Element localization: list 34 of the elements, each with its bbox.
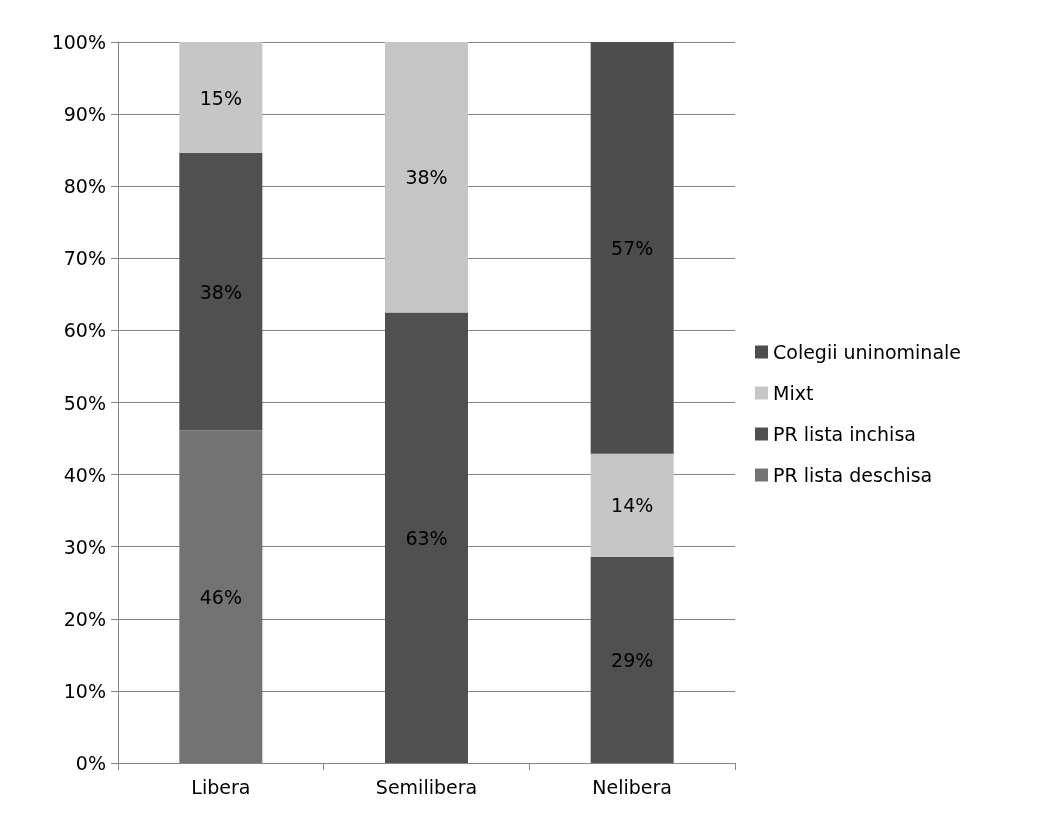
legend-label: PR lista inchisa — [773, 423, 916, 445]
y-tick-label: 80% — [63, 175, 106, 198]
data-label: 29% — [611, 648, 654, 671]
data-label: 38% — [405, 166, 448, 189]
data-label: 14% — [611, 494, 654, 517]
data-label: 63% — [405, 526, 448, 549]
y-tick-label: 40% — [63, 463, 106, 486]
y-tick-label: 30% — [63, 535, 106, 558]
x-tick-label: Nelibera — [592, 775, 672, 798]
data-label: 38% — [199, 280, 242, 303]
bar — [385, 312, 468, 763]
y-tick-label: 90% — [63, 103, 106, 126]
y-tick-label: 10% — [63, 679, 106, 702]
y-tick-label: 0% — [75, 752, 106, 774]
data-label: 15% — [199, 86, 242, 109]
bar — [590, 453, 674, 557]
y-tick-label: 70% — [63, 247, 106, 270]
bar — [179, 430, 263, 763]
legend-label: PR lista deschisa — [773, 464, 933, 486]
bar — [179, 153, 263, 431]
y-tick-label: 50% — [63, 391, 106, 414]
bar — [385, 42, 468, 313]
legend-label: Mixt — [773, 382, 814, 404]
data-label: 46% — [199, 585, 242, 608]
x-tick-label: Libera — [191, 775, 251, 798]
legend-label: Colegii uninominale — [773, 341, 961, 363]
bar — [179, 42, 263, 154]
y-tick-label: 20% — [63, 607, 106, 630]
y-tick-label: 60% — [63, 319, 106, 342]
y-tick-label: 100% — [51, 31, 106, 53]
data-label: 57% — [611, 236, 654, 259]
x-tick-label: Semilibera — [375, 775, 478, 798]
bar — [590, 42, 674, 454]
bar — [590, 556, 674, 763]
